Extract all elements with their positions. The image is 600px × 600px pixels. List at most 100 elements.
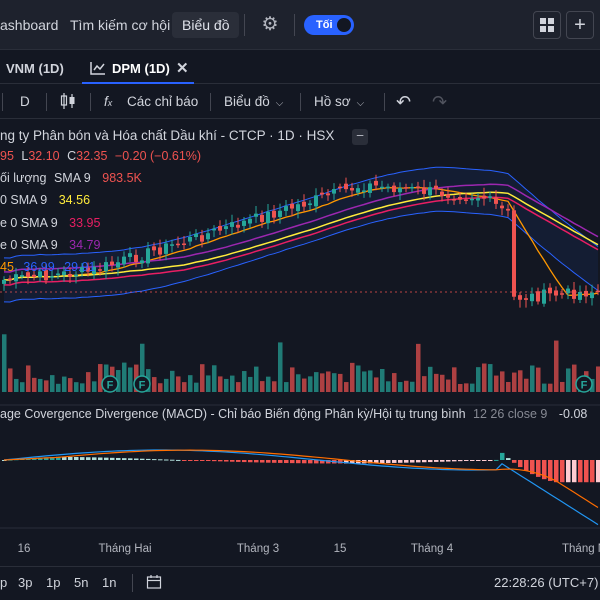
range-button[interactable]: 3p: [18, 575, 33, 590]
macd-params: 12 26 close 9: [473, 407, 548, 421]
candle-body: [356, 188, 360, 193]
candle-body: [152, 246, 156, 251]
candle-body: [464, 199, 468, 201]
close-icon[interactable]: ✕: [176, 60, 189, 77]
volume-bar: [266, 376, 271, 392]
macd-histogram-bar: [410, 460, 415, 463]
macd-histogram-bar: [404, 460, 409, 463]
macd-histogram-bar: [368, 460, 373, 464]
candle-body: [440, 191, 444, 196]
symbol-title: ng ty Phân bón và Hóa chất Dầu khí - CTC…: [0, 128, 369, 145]
volume-bar: [44, 380, 49, 392]
range-button[interactable]: p: [0, 575, 8, 590]
nav-chart[interactable]: Biểu đồ: [172, 12, 240, 38]
add-icon[interactable]: +: [566, 11, 594, 39]
macd-histogram-bar: [134, 458, 139, 460]
divider: [46, 93, 47, 111]
candle-body: [56, 273, 60, 276]
candle-body: [488, 196, 492, 198]
candle-body: [212, 228, 216, 231]
indicators-button[interactable]: Các chỉ báo: [127, 94, 199, 109]
nav-dashboard[interactable]: ashboard: [0, 17, 59, 33]
collapse-icon[interactable]: −: [352, 129, 369, 145]
layout-grid-icon[interactable]: [533, 11, 561, 39]
macd-histogram-bar: [518, 460, 523, 468]
volume-bar: [566, 368, 571, 392]
candle-body: [236, 224, 240, 228]
volume-bar: [494, 375, 499, 392]
nav-search-opportunities[interactable]: Tìm kiếm cơ hội: [70, 17, 171, 33]
volume-bar: [80, 383, 85, 392]
theme-toggle[interactable]: Tối: [304, 15, 354, 35]
undo-icon[interactable]: ↶: [396, 92, 412, 112]
low-label: L: [21, 149, 29, 163]
volume-bar: [32, 377, 37, 392]
macd-histogram-bar: [224, 460, 229, 462]
candlestick-type-icon[interactable]: [60, 85, 76, 119]
candle-body: [320, 192, 324, 195]
bollinger-upper-line: [3, 166, 599, 259]
candle-body: [50, 276, 54, 278]
volume-bar: [560, 381, 565, 392]
volume-bar: [326, 371, 331, 392]
calendar-range-icon[interactable]: [146, 567, 162, 599]
volume-bar: [98, 364, 103, 392]
candle-body: [62, 271, 66, 276]
toggle-knob: [337, 18, 351, 32]
volume-bar: [194, 382, 199, 392]
time-axis: 16 Tháng Hai Tháng 3 15 Tháng 4 Tháng N: [18, 543, 600, 555]
tab-vnm[interactable]: VNM (1D): [6, 61, 64, 76]
candle-body: [512, 210, 516, 297]
candle-body: [302, 201, 306, 207]
moving-average-lines: [3, 166, 599, 303]
interval-button[interactable]: D: [20, 94, 30, 109]
clock-display[interactable]: 22:28:26 (UTC+7): [494, 575, 599, 590]
candle-body: [494, 197, 498, 204]
candle-body: [290, 203, 294, 209]
volume-bar: [338, 373, 343, 392]
bottom-range-bar: p 3p 1p 5n 1n 22:28:26 (UTC+7): [0, 566, 600, 600]
macd-legend: age Covergence Divergence (MACD) - Chỉ b…: [0, 407, 587, 421]
low-value: 32.10: [28, 149, 60, 163]
volume-legend: ối lượng SMA 9 983.5K: [0, 171, 142, 185]
macd-histogram-bar: [590, 460, 595, 483]
macd-histogram-bar: [512, 460, 517, 463]
bb-basis-value: 45: [0, 260, 14, 274]
gear-icon[interactable]: ⚙: [261, 14, 279, 35]
macd-histogram-bar: [278, 460, 283, 463]
time-tick: Tháng 3: [237, 543, 279, 555]
range-button[interactable]: 1n: [102, 575, 117, 590]
volume-bar: [260, 381, 265, 392]
volume-bar: [332, 373, 337, 392]
price-chart[interactable]: F F F 16 Tháng Hai Tháng 3 15 Tháng 4 Thán…: [0, 120, 600, 565]
time-tick: Tháng 4: [411, 543, 454, 555]
chart-area[interactable]: F F F 16 Tháng Hai Tháng 3 15 Tháng 4 Thán…: [0, 120, 600, 565]
volume-bar: [410, 381, 415, 392]
profile-menu-button[interactable]: Hồ sơ ⌵: [314, 85, 364, 119]
candle-body: [332, 189, 336, 194]
volume-bar: [488, 364, 493, 392]
function-fx-icon[interactable]: fx: [104, 94, 113, 109]
candle-body: [314, 195, 318, 207]
volume-bar: [392, 373, 397, 392]
tab-dpm[interactable]: DPM (1D): [112, 61, 170, 76]
ma2-value: 33.95: [69, 216, 101, 230]
macd-histogram-bar: [392, 460, 397, 463]
macd-histogram-bar: [212, 460, 217, 462]
macd-histogram-bar: [86, 457, 91, 460]
candle-body: [374, 180, 378, 186]
symbol-title-text: ng ty Phân bón và Hóa chất Dầu khí - CTC…: [0, 128, 335, 143]
candle-body: [188, 236, 192, 242]
chart-menu-button[interactable]: Biểu đồ ⌵: [224, 85, 283, 119]
candle-body: [128, 253, 132, 257]
range-button[interactable]: 5n: [74, 575, 89, 590]
redo-icon[interactable]: ↷: [432, 92, 448, 112]
volume-bars: [2, 334, 600, 392]
volume-bar: [506, 381, 511, 392]
macd-histogram-bar: [458, 460, 463, 462]
candle-body: [146, 248, 150, 264]
candle-body: [284, 206, 288, 211]
candle-body: [518, 295, 522, 300]
range-button[interactable]: 1p: [46, 575, 61, 590]
volume-bar: [518, 370, 523, 392]
